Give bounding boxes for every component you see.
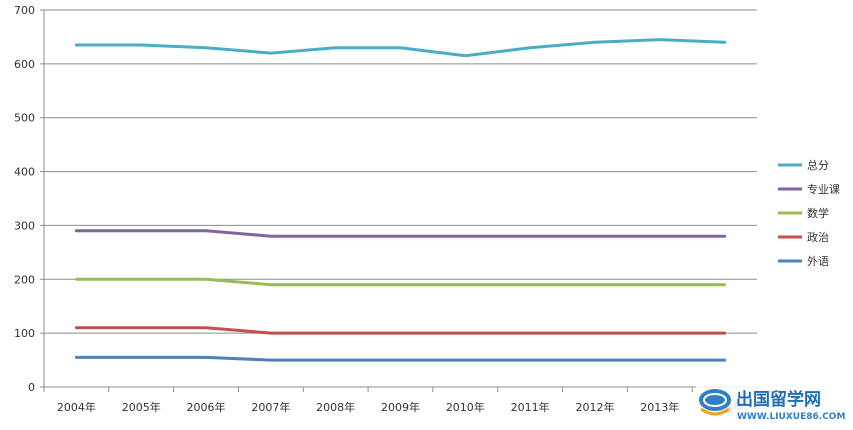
watermark-url: WWW.LIUXUE86.COM [737,412,845,422]
x-tick-label: 2009年 [381,400,420,414]
legend-label: 总分 [807,158,829,172]
y-tick-labels: 0 100 200 300 400 500 600 700 [14,4,35,394]
legend-label: 数学 [807,206,829,220]
y-tick-label: 500 [14,112,35,125]
x-tick-label: 2008年 [316,400,355,414]
y-tick-label: 300 [14,219,35,232]
watermark-title: 出国留学网 [736,389,821,410]
x-tick-label: 2005年 [122,400,161,414]
x-tick-label: 2012年 [575,400,614,414]
y-tick-label: 0 [28,381,35,394]
x-tick-labels: 2004年 2005年 2006年 2007年 2008年 2009年 2010年 2011年… [57,400,744,414]
series-line-3 [74,326,727,335]
x-tick-label: 2006年 [187,400,226,414]
y-tick-label: 700 [14,4,35,17]
globe-logo-icon [699,389,731,416]
series-line-2 [74,277,727,287]
watermark-logo: 出国留学网 WWW.LIUXUE86.COM [696,386,853,426]
y-tick-label: 100 [14,327,35,340]
x-tick-label: 2007年 [251,400,290,414]
x-tick-label: 2013年 [640,400,679,414]
y-tick-label: 200 [14,273,35,286]
x-tick-label: 2004年 [57,400,96,414]
x-tick-label: 2010年 [446,400,485,414]
series-line-4 [74,355,727,362]
series-line-1 [74,229,727,238]
x-tick-label: 2011年 [511,400,550,414]
y-tick-label: 600 [14,58,35,71]
legend-label: 政治 [807,230,829,244]
legend-label: 专业课 [807,182,840,196]
legend-label: 外语 [807,255,829,268]
series-lines [74,38,727,362]
series-line-0 [74,38,727,58]
y-tick-label: 400 [14,166,35,179]
axes [40,9,758,392]
